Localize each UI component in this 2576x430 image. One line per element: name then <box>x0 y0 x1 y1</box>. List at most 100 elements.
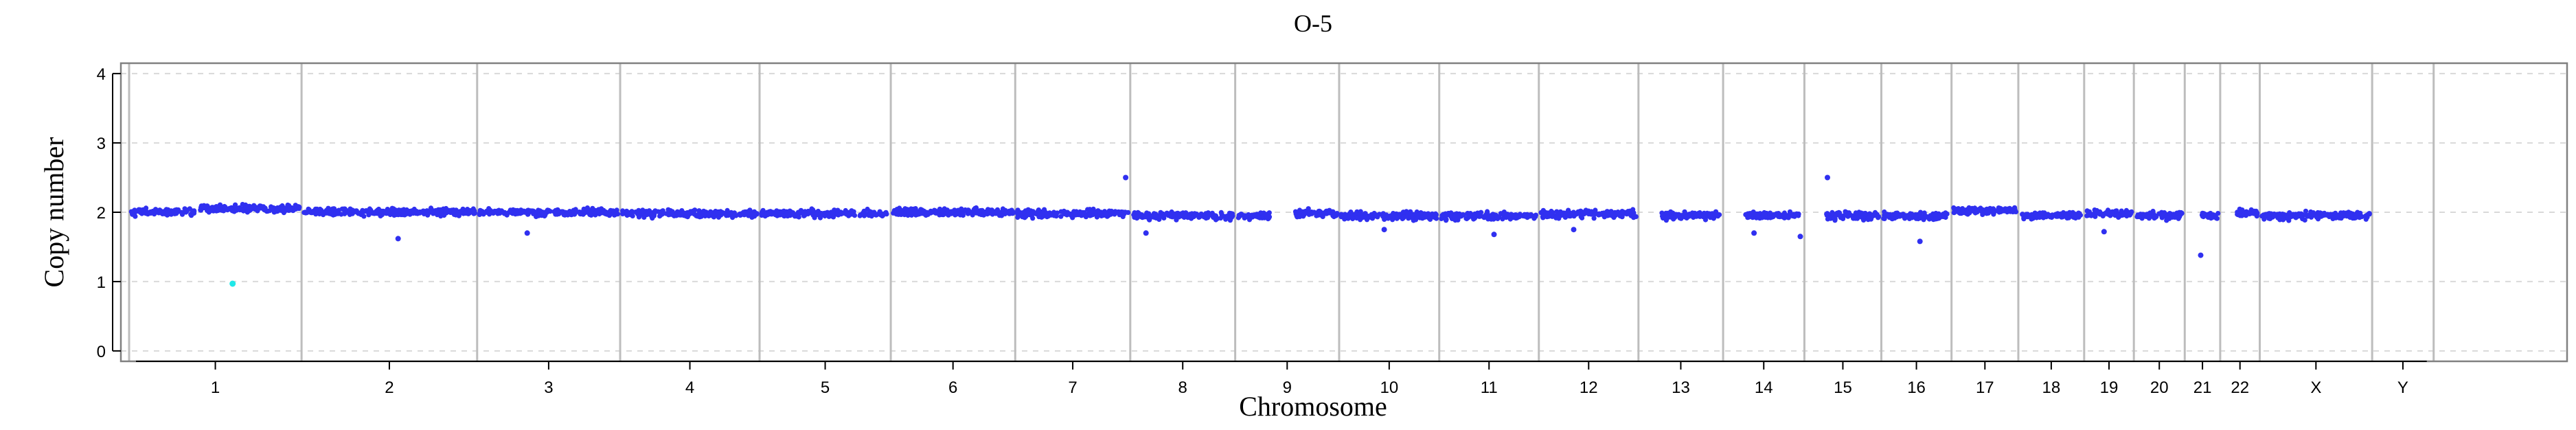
data-point <box>1768 210 1773 216</box>
data-point <box>1382 216 1387 222</box>
data-point <box>1629 210 1634 216</box>
data-point <box>1088 213 1093 218</box>
data-point <box>860 210 866 216</box>
data-point <box>1843 209 1848 214</box>
data-point <box>636 210 641 216</box>
data-point <box>2308 214 2314 219</box>
data-point <box>435 210 440 215</box>
data-point <box>1528 212 1534 218</box>
data-point <box>1991 212 1996 217</box>
data-point <box>1153 213 1159 218</box>
data-point <box>323 207 329 213</box>
data-point <box>1014 210 1021 216</box>
data-point <box>852 213 858 218</box>
data-point <box>2064 211 2070 216</box>
data-point <box>457 209 463 214</box>
x-tick-label: 14 <box>1755 378 1773 397</box>
data-point <box>2077 212 2082 218</box>
x-tick-label: 19 <box>2100 378 2119 397</box>
data-point <box>1824 212 1830 217</box>
data-point <box>599 206 604 212</box>
data-point <box>620 208 626 214</box>
data-point <box>2209 214 2215 220</box>
data-point <box>913 209 919 214</box>
data-point <box>690 210 696 216</box>
data-point <box>1303 208 1308 214</box>
data-point <box>1972 205 1978 211</box>
x-tick-label: 16 <box>1907 378 1926 397</box>
data-point <box>1549 214 1555 219</box>
data-point <box>1052 212 1058 218</box>
data-point <box>1104 212 1109 217</box>
data-point <box>1220 213 1225 218</box>
x-tick-label: 22 <box>2231 378 2249 397</box>
data-point <box>1933 216 1938 222</box>
data-point <box>470 207 476 213</box>
data-point <box>2364 213 2369 218</box>
data-point <box>2271 213 2277 218</box>
data-point <box>1258 210 1264 216</box>
data-point <box>1321 210 1327 216</box>
data-point <box>129 210 135 215</box>
data-point <box>2287 211 2292 216</box>
data-point <box>1404 209 1409 214</box>
data-point <box>332 212 338 217</box>
data-point <box>968 210 973 216</box>
data-point <box>1951 210 1957 216</box>
data-point <box>939 212 945 218</box>
data-point <box>933 210 939 216</box>
data-point <box>1951 205 1957 211</box>
data-point <box>1755 211 1761 216</box>
x-tick-label: 7 <box>1068 378 1077 397</box>
data-point <box>439 212 444 218</box>
y-tick-label: 2 <box>97 204 106 223</box>
data-point <box>1522 212 1527 217</box>
data-point <box>1306 212 1312 217</box>
data-point <box>1692 212 1698 218</box>
data-point <box>1494 212 1499 218</box>
data-point <box>2237 213 2243 218</box>
data-point <box>1401 214 1406 220</box>
data-point <box>2053 214 2060 219</box>
data-point <box>1768 215 1773 220</box>
data-point <box>1580 210 1586 215</box>
data-point <box>2308 209 2314 215</box>
data-point <box>133 214 138 219</box>
data-point <box>1998 209 2004 214</box>
data-point <box>2295 213 2301 218</box>
data-point <box>2303 208 2309 214</box>
data-point <box>1604 209 1610 214</box>
data-point <box>2338 212 2343 217</box>
data-point <box>383 209 388 214</box>
data-point <box>233 205 239 210</box>
data-point <box>293 203 298 208</box>
x-tick-label: 4 <box>685 378 694 397</box>
data-point <box>1701 214 1707 219</box>
outlier-point <box>524 230 530 236</box>
data-point <box>1266 216 1272 221</box>
data-point <box>2110 209 2115 214</box>
data-point <box>1157 214 1163 220</box>
data-point <box>206 210 212 215</box>
data-point <box>2281 212 2287 217</box>
data-point <box>641 214 647 220</box>
data-point <box>670 212 676 218</box>
x-tick-label: 20 <box>2150 378 2169 397</box>
data-point <box>1003 210 1009 215</box>
data-point <box>2359 214 2364 219</box>
data-point <box>1365 215 1370 220</box>
data-point <box>1860 211 1865 216</box>
data-point <box>214 204 219 210</box>
data-point <box>2288 214 2293 220</box>
data-point <box>244 210 250 215</box>
data-point <box>1836 210 1841 216</box>
data-point <box>421 211 427 216</box>
data-point <box>2266 216 2272 221</box>
data-point <box>760 212 766 217</box>
data-point <box>1164 211 1170 216</box>
data-point <box>1397 212 1402 217</box>
data-point <box>1172 214 1178 219</box>
data-point <box>253 206 259 212</box>
data-point <box>869 214 874 219</box>
data-point <box>665 207 671 212</box>
